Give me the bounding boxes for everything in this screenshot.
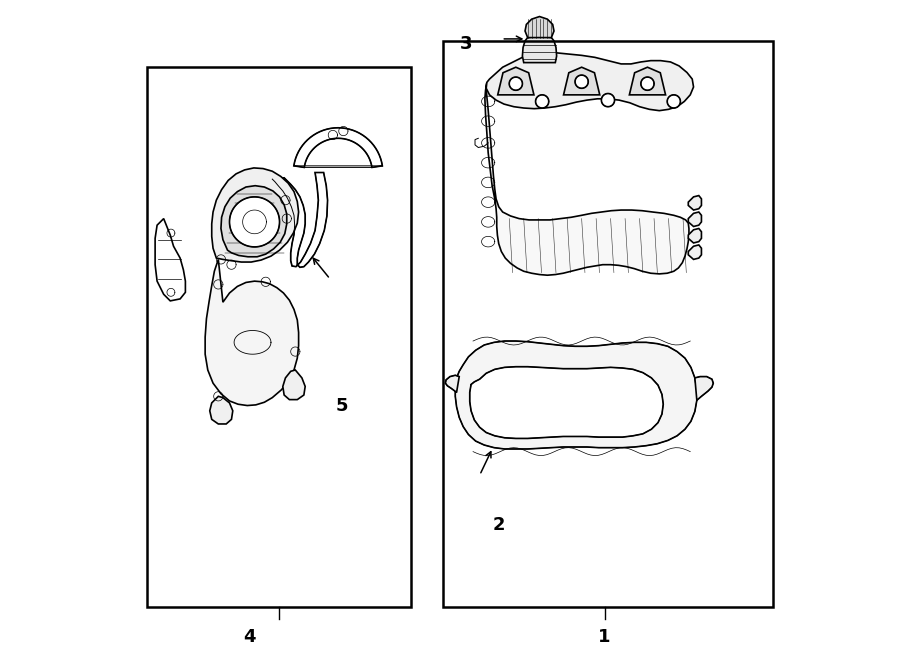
Polygon shape (641, 77, 654, 91)
Polygon shape (230, 197, 280, 247)
Text: 2: 2 (493, 516, 506, 533)
Polygon shape (522, 36, 556, 63)
Text: 1: 1 (598, 627, 611, 646)
Polygon shape (155, 219, 185, 301)
Polygon shape (529, 40, 547, 58)
Polygon shape (601, 94, 615, 106)
Polygon shape (688, 229, 701, 243)
Polygon shape (667, 95, 680, 108)
Polygon shape (575, 75, 589, 89)
Polygon shape (688, 245, 701, 259)
Polygon shape (446, 375, 459, 393)
Polygon shape (688, 212, 701, 227)
Polygon shape (525, 17, 554, 38)
Polygon shape (212, 168, 299, 262)
Polygon shape (485, 83, 688, 275)
Polygon shape (536, 95, 549, 108)
Polygon shape (220, 186, 287, 256)
Polygon shape (205, 259, 299, 406)
Polygon shape (486, 53, 694, 110)
Polygon shape (629, 67, 666, 95)
Polygon shape (563, 67, 599, 95)
Polygon shape (688, 196, 701, 210)
Polygon shape (695, 377, 714, 401)
Polygon shape (509, 77, 522, 91)
Polygon shape (210, 397, 233, 424)
Polygon shape (470, 367, 663, 438)
Polygon shape (273, 173, 328, 267)
Polygon shape (283, 370, 305, 400)
Text: 3: 3 (460, 35, 473, 53)
Text: 4: 4 (243, 627, 256, 646)
Polygon shape (293, 128, 382, 167)
Text: 5: 5 (335, 397, 347, 415)
Polygon shape (455, 341, 697, 449)
Polygon shape (498, 67, 534, 95)
